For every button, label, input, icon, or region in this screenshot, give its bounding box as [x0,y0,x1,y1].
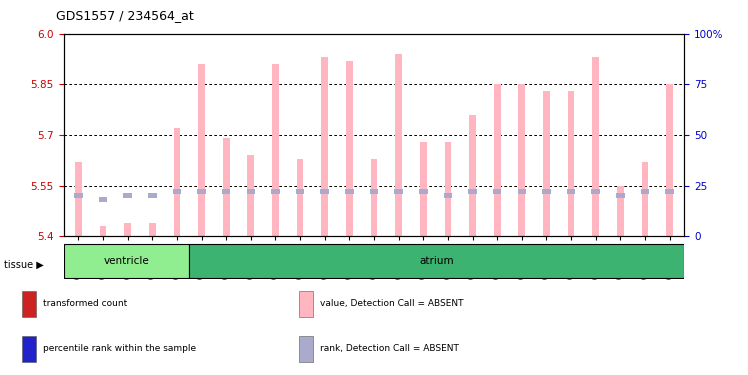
Bar [665,189,674,194]
Bar [22,291,36,316]
Bar [666,84,673,236]
Bar [494,84,500,236]
Text: percentile rank within the sample: percentile rank within the sample [43,344,197,353]
Bar [419,189,428,194]
Bar [641,189,649,194]
Bar [617,186,624,236]
Bar [518,189,526,194]
Bar [616,193,625,198]
Bar [518,84,525,236]
Bar [345,189,354,194]
FancyBboxPatch shape [189,244,684,278]
Text: rank, Detection Call = ABSENT: rank, Detection Call = ABSENT [320,344,459,353]
Bar [592,189,600,194]
Text: atrium: atrium [420,256,454,266]
Bar [542,189,551,194]
Bar [394,189,403,194]
Text: tissue ▶: tissue ▶ [4,260,43,269]
Bar [75,162,82,236]
Bar [247,189,255,194]
Bar [567,189,575,194]
Bar [272,64,279,236]
Bar [444,142,451,236]
Text: value, Detection Call = ABSENT: value, Detection Call = ABSENT [320,299,464,308]
Bar [248,155,254,236]
Bar [395,54,402,236]
Bar [222,189,230,194]
Bar [322,57,328,236]
Bar [124,223,131,236]
Bar [444,193,453,198]
Bar [642,162,649,236]
Bar [469,115,476,236]
Bar [493,189,501,194]
Bar [543,91,550,236]
Bar [370,159,378,236]
Bar [468,189,477,194]
Bar [297,159,304,236]
Bar [592,57,599,236]
Bar [223,138,230,236]
Text: transformed count: transformed count [43,299,128,308]
Bar [149,223,156,236]
FancyBboxPatch shape [64,244,189,278]
Bar [346,61,353,236]
Bar [320,189,329,194]
Bar [299,336,313,362]
Bar [271,189,280,194]
Bar [99,226,106,236]
Bar [74,193,83,198]
Bar [173,189,181,194]
Bar [420,142,426,236]
Bar [198,64,205,236]
Bar [568,91,574,236]
Bar [148,193,156,198]
Bar [197,189,206,194]
Text: GDS1557 / 234564_at: GDS1557 / 234564_at [56,9,194,22]
Bar [22,336,36,362]
Bar [299,291,313,316]
Bar [174,128,180,236]
Bar [370,189,378,194]
Text: ventricle: ventricle [103,256,150,266]
Bar [99,197,107,202]
Bar [123,193,132,198]
Bar [295,189,304,194]
